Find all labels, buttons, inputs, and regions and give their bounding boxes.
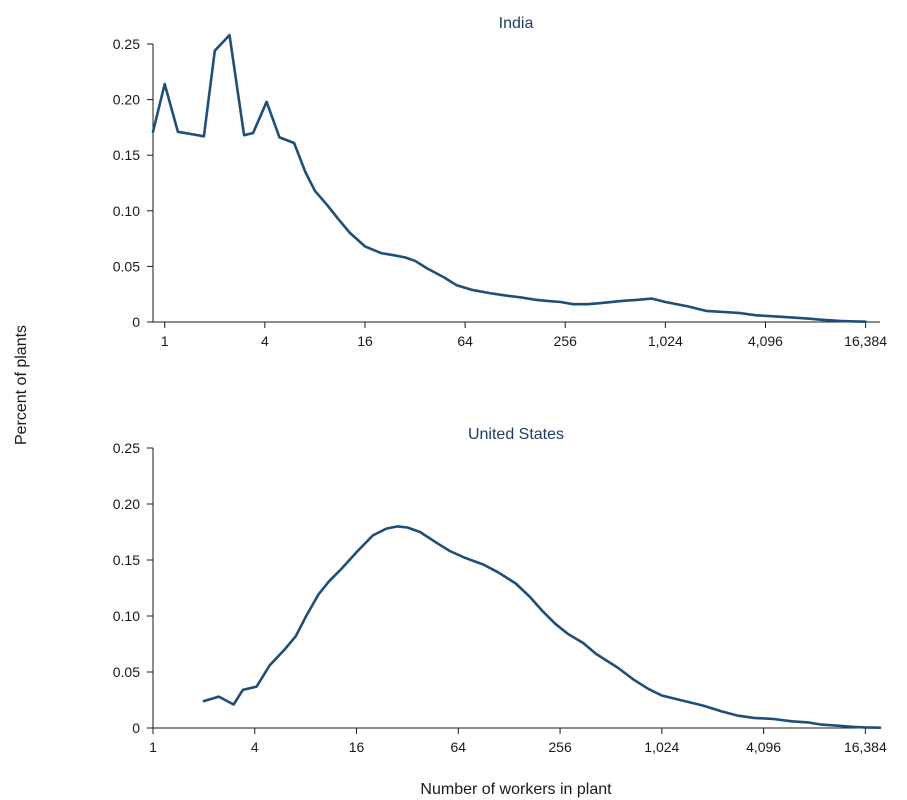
- united-states-panel: United States 1 4 16 64 256 1,024 4,096 16,384 0…: [113, 426, 887, 755]
- x-axis-title: Number of workers in plant: [420, 781, 612, 798]
- india-y-tick-label: 0.25: [113, 36, 140, 52]
- india-y-tick-label: 0.10: [113, 203, 140, 219]
- united-states-x-tick-label: 64: [451, 739, 467, 755]
- united-states-x-tick-label: 4,096: [746, 739, 781, 755]
- india-panel-title: India: [499, 15, 534, 32]
- india-x-tick-label: 4: [261, 333, 269, 349]
- united-states-ticks: 1 4 16 64 256 1,024 4,096 16,384 0 0.05 0.10 0.15 0.…: [113, 440, 887, 755]
- united-states-y-tick-label: 0.20: [113, 496, 140, 512]
- india-panel: India 1 4 16 64 256 1,024 4,096 16,384 0 0.05 0.10…: [113, 15, 887, 349]
- india-y-tick-label: 0.15: [113, 147, 140, 163]
- united-states-x-tick-label: 1: [149, 739, 157, 755]
- india-y-tick-label: 0: [132, 314, 140, 330]
- united-states-panel-title: United States: [468, 426, 564, 443]
- india-x-tick-label: 256: [554, 333, 578, 349]
- india-x-tick-label: 4,096: [748, 333, 783, 349]
- india-y-tick-label: 0.20: [113, 92, 140, 108]
- india-series: [151, 33, 867, 324]
- y-axis-title: Percent of plants: [13, 325, 30, 445]
- united-states-x-tick-label: 16,384: [844, 739, 887, 755]
- united-states-series-line: [202, 525, 882, 730]
- united-states-y-tick-label: 0.10: [113, 608, 140, 624]
- india-x-tick-label: 1: [161, 333, 169, 349]
- united-states-y-tick-label: 0.05: [113, 664, 140, 680]
- united-states-series: [202, 525, 882, 730]
- united-states-x-tick-label: 16: [349, 739, 365, 755]
- united-states-y-tick-label: 0: [132, 720, 140, 736]
- india-x-tick-label: 64: [457, 333, 473, 349]
- united-states-x-tick-label: 1,024: [644, 739, 679, 755]
- india-y-tick-label: 0.05: [113, 258, 140, 274]
- united-states-x-tick-label: 4: [251, 739, 259, 755]
- india-x-tick-label: 1,024: [648, 333, 683, 349]
- united-states-y-tick-label: 0.15: [113, 552, 140, 568]
- united-states-y-tick-label: 0.25: [113, 440, 140, 456]
- india-x-tick-label: 16,384: [844, 333, 887, 349]
- india-series-line: [151, 33, 867, 324]
- india-ticks: 1 4 16 64 256 1,024 4,096 16,384 0 0.05 0.10 0.15 0.…: [113, 36, 887, 349]
- india-x-tick-label: 16: [357, 333, 373, 349]
- united-states-x-tick-label: 256: [548, 739, 572, 755]
